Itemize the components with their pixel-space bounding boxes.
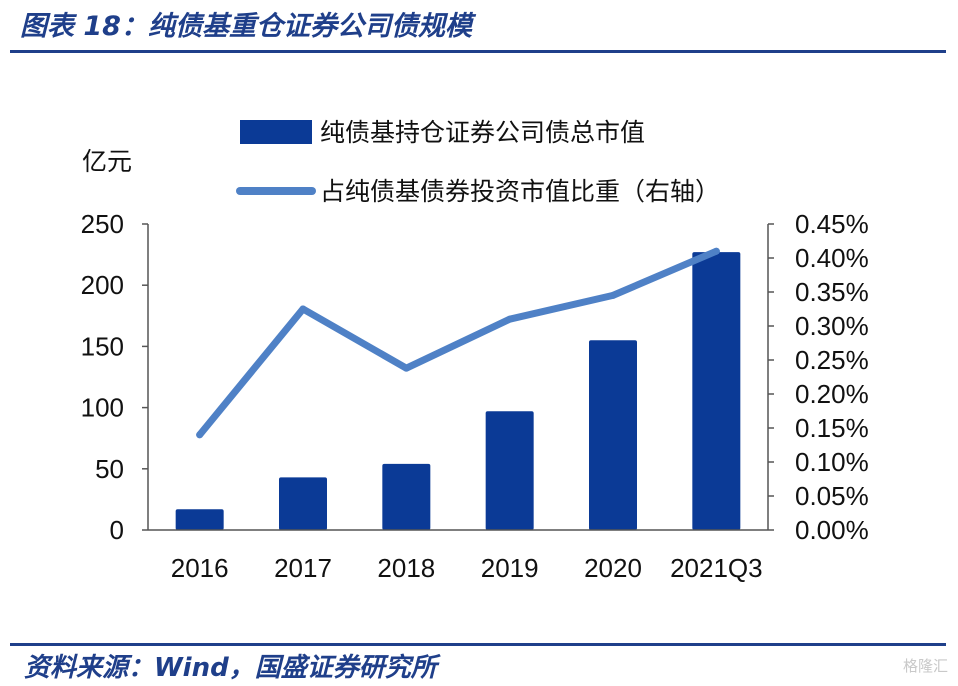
series-line [196,247,720,439]
right-axis-tick-label: 0.05% [795,481,869,511]
line-point [506,315,514,323]
right-axis-tick-label: 0.25% [795,345,869,375]
right-axis: 0.00% 0.05% 0.10% 0.15% 0.20% 0.25% 0.30% 0.35%… [767,209,869,545]
bar [485,411,534,530]
right-axis-tick-label: 0.15% [795,413,869,443]
left-axis-tick-label: 100 [81,393,124,423]
left-axis: 亿元 0 50 100 150 200 250 [81,147,149,545]
figure-title: 图表 18：纯债基重仓证券公司债规模 [20,11,472,42]
left-axis-tick-label: 50 [95,454,124,484]
x-axis: 2016 2017 2018 2019 2020 2021Q3 [148,529,768,583]
watermark: 格隆汇 [902,657,948,675]
left-axis-tick-label: 250 [81,209,124,239]
right-axis-tick-label: 0.10% [795,447,869,477]
left-axis-tick-label: 0 [110,515,124,545]
bar [382,463,431,530]
title-rule [10,50,946,53]
x-axis-tick-label: 2021Q3 [670,553,763,583]
source-note: 资料来源：Wind，国盛证券研究所 [24,653,437,683]
line-point [712,247,720,255]
line-point [609,291,617,299]
line-point [299,305,307,313]
right-axis-tick-label: 0.20% [795,379,869,409]
legend-line-label: 占纯债基债券投资市值比重（右轴） [320,177,720,206]
bar [692,252,741,531]
x-axis-tick-label: 2016 [171,553,229,583]
right-axis-tick-label: 0.35% [795,277,869,307]
source-rule [10,643,946,646]
x-axis-tick-label: 2020 [584,553,642,583]
right-axis-tick-label: 0.30% [795,311,869,341]
left-axis-tick-label: 150 [81,331,124,361]
legend-bar-label: 纯债基持仓证券公司债总市值 [320,118,645,147]
bar-series [175,252,741,531]
bar [589,340,637,530]
x-axis-tick-label: 2017 [274,553,332,583]
left-axis-unit-label: 亿元 [82,147,132,176]
legend-bar-swatch [240,120,312,144]
right-axis-tick-label: 0.45% [795,209,869,239]
right-axis-tick-label: 0.40% [795,243,869,273]
x-axis-tick-label: 2019 [481,553,539,583]
x-axis-tick-label: 2018 [377,553,435,583]
bar [175,509,224,530]
left-axis-tick-label: 200 [81,270,124,300]
line-point [402,364,410,372]
right-axis-tick-label: 0.00% [795,515,869,545]
line-point [196,431,204,439]
line-series [196,247,720,439]
bar [279,477,327,530]
